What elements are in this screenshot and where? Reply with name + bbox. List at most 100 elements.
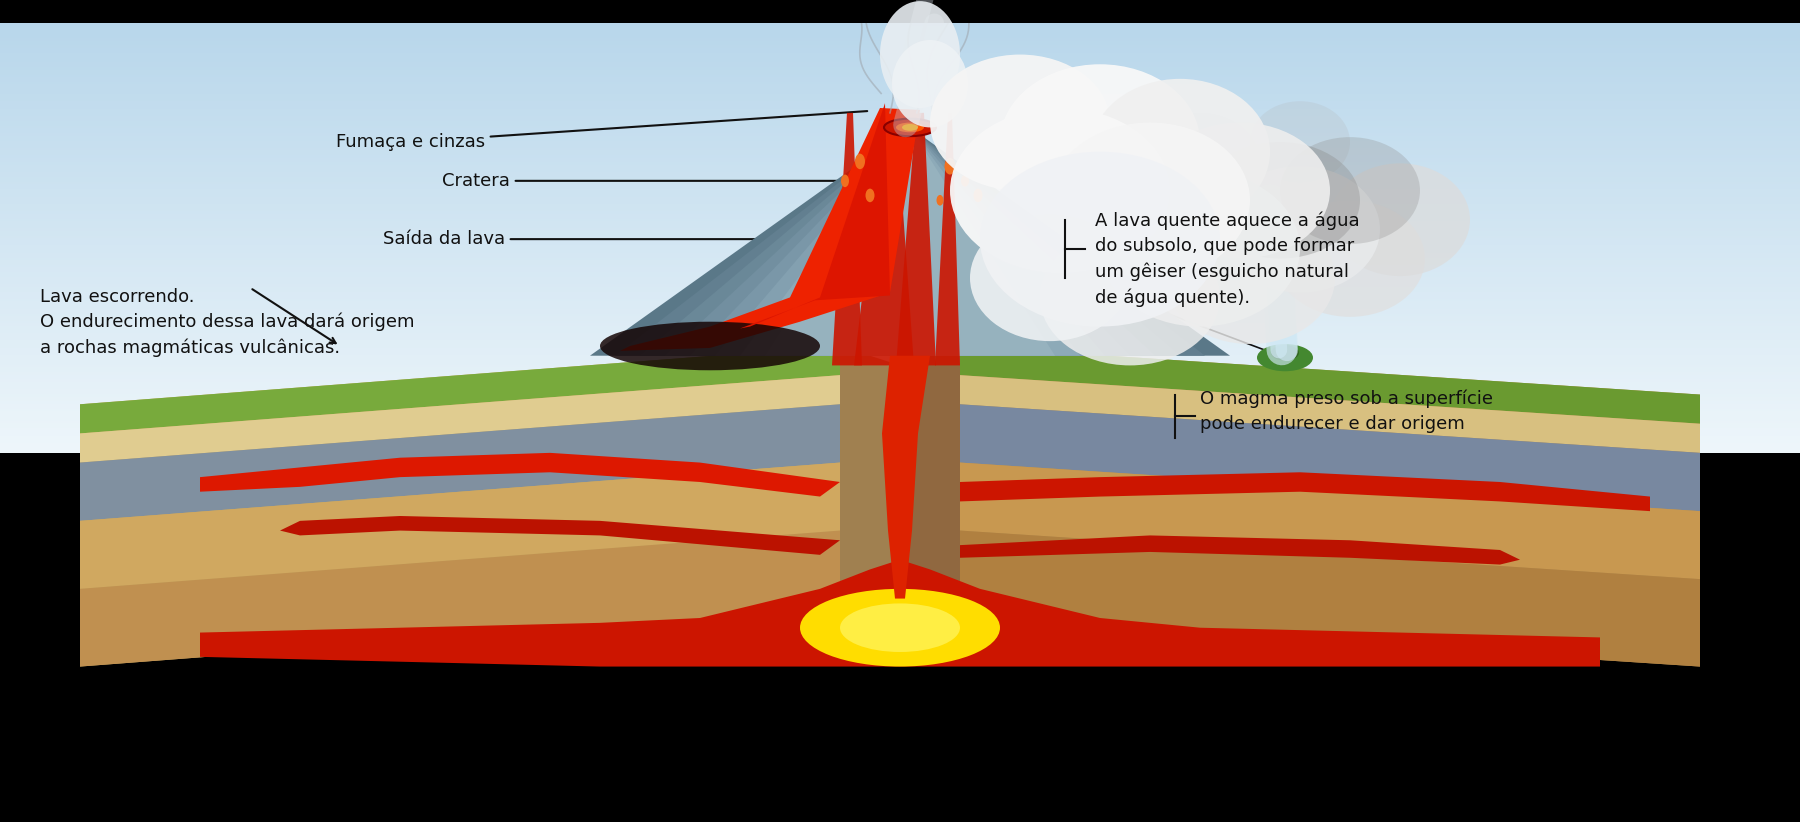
Bar	[0, 409, 1800, 411]
Polygon shape	[715, 127, 1105, 356]
Bar	[0, 455, 1800, 458]
Bar	[0, 60, 1800, 62]
Bar	[0, 453, 1800, 455]
Bar	[0, 97, 1800, 99]
Bar	[0, 224, 1800, 226]
Bar	[0, 170, 1800, 172]
Polygon shape	[882, 356, 931, 598]
Polygon shape	[79, 346, 841, 433]
Polygon shape	[79, 530, 841, 667]
Bar	[0, 416, 1800, 418]
Bar	[0, 174, 1800, 177]
Ellipse shape	[1271, 345, 1300, 361]
Bar	[0, 257, 1800, 260]
Bar	[0, 499, 1800, 501]
Bar	[0, 363, 1800, 365]
Bar	[0, 289, 1800, 292]
Ellipse shape	[1280, 137, 1420, 244]
Bar	[0, 187, 1800, 189]
Bar	[0, 477, 1800, 479]
Bar	[0, 292, 1800, 294]
Bar	[0, 211, 1800, 214]
Ellipse shape	[841, 174, 850, 187]
Bar	[0, 158, 1800, 160]
Ellipse shape	[841, 603, 959, 652]
Bar	[0, 267, 1800, 270]
Bar	[0, 279, 1800, 282]
FancyArrowPatch shape	[907, 0, 927, 67]
Bar	[0, 145, 1800, 148]
Bar	[0, 155, 1800, 158]
Text: A lava quente aquece a água
do subsolo, que pode formar
um gêiser (esguicho natu: A lava quente aquece a água do subsolo, …	[1094, 212, 1359, 307]
Bar	[0, 201, 1800, 204]
Bar	[0, 75, 1800, 77]
Bar	[0, 506, 1800, 509]
Bar	[0, 189, 1800, 192]
Ellipse shape	[1201, 142, 1361, 259]
Bar	[0, 487, 1800, 489]
Polygon shape	[641, 127, 1181, 356]
Bar	[0, 126, 1800, 128]
Bar	[0, 277, 1800, 279]
Bar	[0, 262, 1800, 265]
Ellipse shape	[896, 122, 923, 132]
Bar	[0, 433, 1800, 436]
Bar	[0, 250, 1800, 252]
Bar	[0, 194, 1800, 196]
Ellipse shape	[1139, 113, 1260, 210]
Bar	[0, 148, 1800, 150]
Bar	[0, 411, 1800, 413]
Ellipse shape	[1265, 187, 1316, 256]
Bar	[0, 143, 1800, 145]
Bar	[0, 196, 1800, 199]
Bar	[0, 375, 1800, 377]
Bar	[0, 272, 1800, 275]
Bar	[0, 312, 1800, 314]
Bar	[0, 391, 1800, 394]
Ellipse shape	[1280, 190, 1319, 244]
Ellipse shape	[599, 321, 821, 370]
Bar	[0, 446, 1800, 448]
Bar	[0, 168, 1800, 170]
Bar	[0, 365, 1800, 367]
FancyArrowPatch shape	[1282, 263, 1287, 350]
Ellipse shape	[1274, 201, 1426, 316]
Bar	[0, 221, 1800, 224]
Bar	[0, 35, 1800, 38]
Bar	[0, 160, 1800, 163]
Polygon shape	[934, 113, 959, 366]
Bar	[0, 165, 1800, 168]
Bar	[0, 453, 1800, 822]
Bar	[0, 287, 1800, 289]
Ellipse shape	[931, 54, 1111, 191]
Ellipse shape	[884, 118, 936, 136]
Bar	[0, 406, 1800, 409]
Bar	[0, 309, 1800, 312]
Ellipse shape	[1330, 164, 1471, 276]
Bar	[0, 372, 1800, 375]
Polygon shape	[832, 113, 862, 366]
Bar	[0, 413, 1800, 416]
Bar	[0, 321, 1800, 323]
Ellipse shape	[893, 40, 968, 127]
Bar	[0, 328, 1800, 330]
Bar	[0, 302, 1800, 304]
Bar	[0, 85, 1800, 87]
Ellipse shape	[799, 589, 1001, 667]
Bar	[0, 441, 1800, 443]
Bar	[0, 72, 1800, 75]
Bar	[0, 326, 1800, 328]
Bar	[0, 80, 1800, 82]
Bar	[0, 348, 1800, 350]
Bar	[0, 199, 1800, 201]
Ellipse shape	[1247, 185, 1292, 239]
Bar	[0, 153, 1800, 155]
Bar	[0, 77, 1800, 80]
Bar	[0, 30, 1800, 33]
Bar	[0, 426, 1800, 428]
Bar	[0, 469, 1800, 472]
Bar	[0, 87, 1800, 90]
Ellipse shape	[936, 195, 943, 206]
Polygon shape	[896, 113, 936, 366]
Bar	[0, 304, 1800, 307]
